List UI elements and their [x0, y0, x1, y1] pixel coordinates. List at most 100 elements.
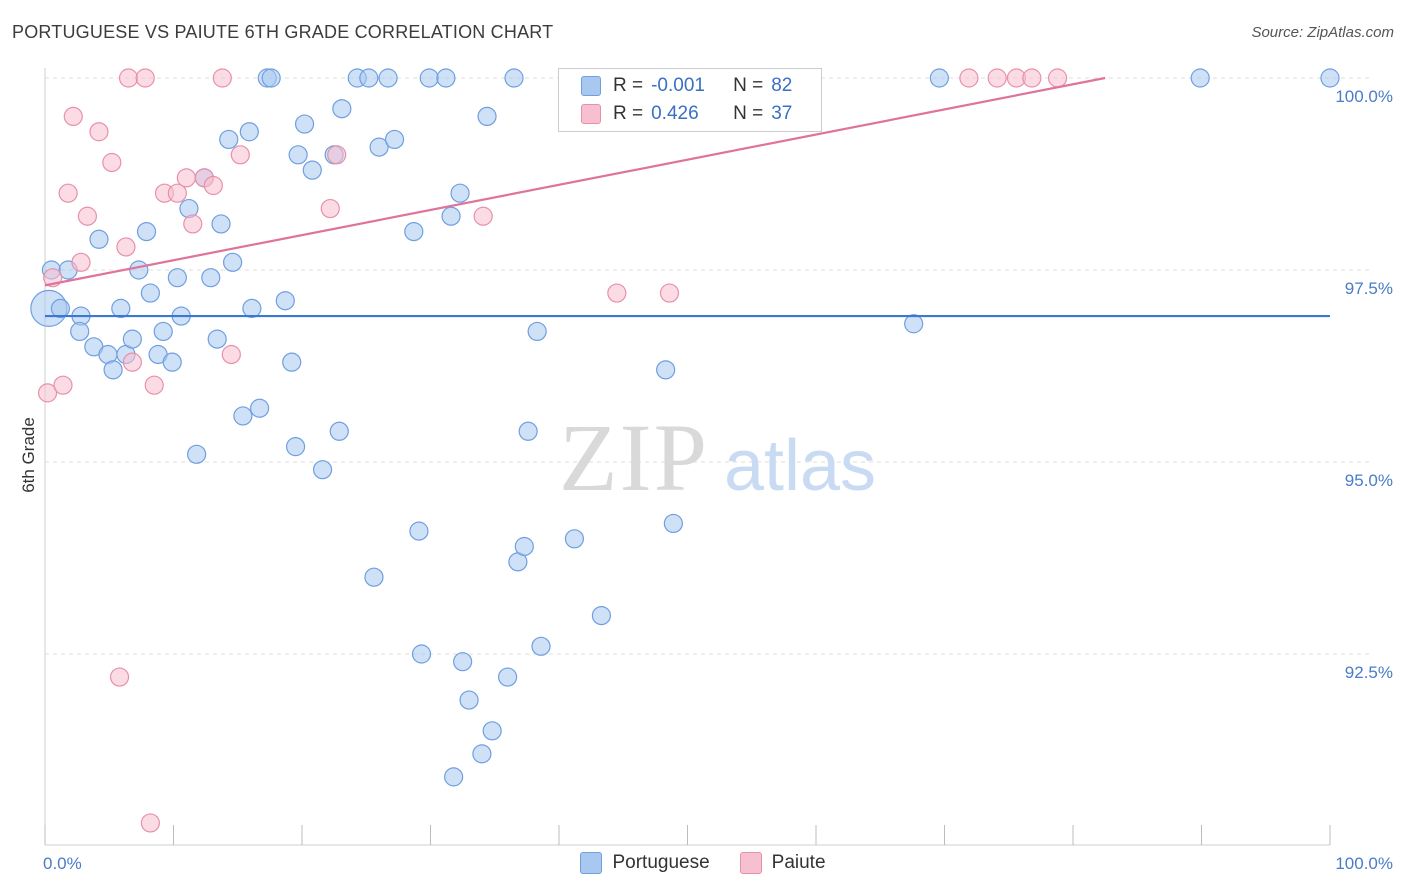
- paiute-point[interactable]: [109, 667, 130, 687]
- paiute-point[interactable]: [607, 283, 627, 303]
- portuguese-point[interactable]: [223, 252, 243, 272]
- portuguese-point[interactable]: [153, 321, 173, 342]
- portuguese-point[interactable]: [294, 114, 315, 134]
- paiute-swatch: [581, 104, 601, 124]
- paiute-point[interactable]: [71, 252, 91, 272]
- portuguese-point[interactable]: [459, 690, 479, 710]
- portuguese-point[interactable]: [450, 183, 470, 203]
- portuguese-point[interactable]: [136, 222, 157, 242]
- portuguese-point[interactable]: [233, 406, 253, 426]
- paiute-point[interactable]: [183, 214, 203, 234]
- r-label: R =: [613, 103, 644, 124]
- legend-item-portuguese[interactable]: Portuguese: [580, 852, 710, 874]
- portuguese-point[interactable]: [329, 421, 349, 441]
- portuguese-point[interactable]: [498, 667, 518, 687]
- portuguese-point[interactable]: [663, 513, 683, 534]
- portuguese-point[interactable]: [1320, 68, 1340, 88]
- paiute-point[interactable]: [1022, 68, 1042, 88]
- portuguese-point[interactable]: [111, 298, 131, 318]
- paiute-point[interactable]: [118, 68, 139, 88]
- portuguese-point[interactable]: [904, 314, 924, 334]
- portuguese-point[interactable]: [162, 352, 182, 372]
- paiute-point[interactable]: [89, 122, 109, 142]
- paiute-point[interactable]: [659, 283, 680, 303]
- portuguese-point[interactable]: [288, 145, 308, 165]
- paiute-point[interactable]: [58, 183, 78, 203]
- portuguese-point[interactable]: [453, 652, 473, 672]
- portuguese-point[interactable]: [1190, 68, 1210, 88]
- portuguese-point[interactable]: [656, 360, 676, 380]
- paiute-point[interactable]: [116, 237, 136, 257]
- paiute-point[interactable]: [221, 344, 241, 365]
- portuguese-point[interactable]: [564, 529, 585, 549]
- portuguese-point[interactable]: [312, 460, 333, 480]
- portuguese-point[interactable]: [239, 122, 259, 142]
- portuguese-point[interactable]: [282, 352, 302, 372]
- portuguese-point[interactable]: [129, 260, 149, 280]
- portuguese-point[interactable]: [518, 421, 538, 441]
- paiute-point[interactable]: [102, 152, 122, 173]
- paiute-point[interactable]: [77, 206, 98, 226]
- paiute-point[interactable]: [212, 68, 232, 88]
- paiute-point[interactable]: [135, 68, 155, 88]
- paiute-point[interactable]: [203, 175, 223, 196]
- portuguese-point[interactable]: [187, 444, 207, 464]
- legend-label-paiute: Paiute: [771, 852, 826, 873]
- portuguese-point[interactable]: [369, 137, 389, 157]
- paiute-point[interactable]: [320, 198, 340, 219]
- portuguese-point[interactable]: [261, 68, 281, 88]
- portuguese-point[interactable]: [929, 68, 949, 88]
- portuguese-point[interactable]: [531, 636, 551, 656]
- portuguese-point[interactable]: [384, 129, 405, 150]
- portuguese-point[interactable]: [302, 160, 322, 180]
- paiute-point[interactable]: [176, 168, 196, 188]
- portuguese-point[interactable]: [201, 268, 221, 288]
- paiute-point[interactable]: [144, 375, 164, 395]
- paiute-point[interactable]: [473, 206, 493, 226]
- paiute-point[interactable]: [1047, 68, 1068, 88]
- portuguese-point[interactable]: [477, 106, 497, 127]
- paiute-point[interactable]: [167, 183, 187, 203]
- portuguese-point[interactable]: [504, 68, 524, 88]
- portuguese-point[interactable]: [122, 329, 142, 349]
- paiute-point[interactable]: [53, 375, 73, 395]
- portuguese-point[interactable]: [514, 536, 534, 557]
- portuguese-point[interactable]: [378, 68, 398, 88]
- portuguese-point[interactable]: [472, 744, 492, 764]
- portuguese-point[interactable]: [591, 605, 612, 626]
- paiute-point[interactable]: [327, 145, 347, 165]
- paiute-point[interactable]: [987, 68, 1007, 88]
- portuguese-point[interactable]: [359, 68, 379, 88]
- portuguese-point[interactable]: [332, 99, 352, 119]
- paiute-point[interactable]: [230, 145, 250, 165]
- legend-item-paiute[interactable]: Paiute: [739, 852, 826, 874]
- portuguese-point[interactable]: [242, 298, 262, 318]
- portuguese-point[interactable]: [249, 398, 270, 418]
- portuguese-point[interactable]: [167, 268, 187, 288]
- portuguese-point[interactable]: [436, 68, 456, 88]
- portuguese-point[interactable]: [275, 291, 295, 311]
- portuguese-point[interactable]: [103, 360, 123, 380]
- paiute-point[interactable]: [122, 352, 142, 372]
- portuguese-point[interactable]: [419, 68, 439, 88]
- portuguese-point[interactable]: [409, 521, 429, 541]
- portuguese-point[interactable]: [70, 321, 90, 342]
- portuguese-point[interactable]: [404, 222, 424, 242]
- portuguese-point[interactable]: [441, 206, 461, 226]
- portuguese-point[interactable]: [444, 767, 464, 787]
- portuguese-point[interactable]: [219, 129, 239, 150]
- paiute-point[interactable]: [37, 383, 58, 403]
- portuguese-point[interactable]: [140, 283, 160, 303]
- portuguese-point[interactable]: [211, 214, 231, 234]
- portuguese-point[interactable]: [527, 321, 547, 342]
- portuguese-point[interactable]: [364, 567, 384, 587]
- paiute-point[interactable]: [959, 68, 979, 88]
- portuguese-point[interactable]: [411, 644, 432, 664]
- paiute-point[interactable]: [63, 106, 83, 127]
- portuguese-point[interactable]: [482, 721, 502, 741]
- portuguese-point[interactable]: [50, 298, 71, 318]
- portuguese-point[interactable]: [207, 329, 227, 349]
- portuguese-point[interactable]: [89, 229, 109, 249]
- portuguese-point[interactable]: [285, 437, 306, 457]
- paiute-point[interactable]: [140, 813, 160, 833]
